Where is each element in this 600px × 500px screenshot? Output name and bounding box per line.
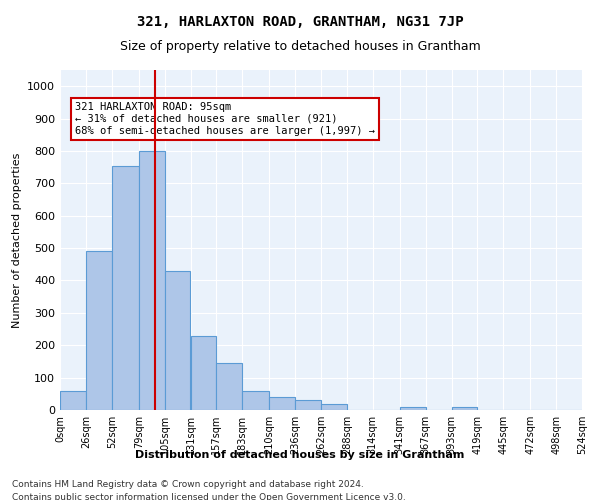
- Bar: [139, 151, 164, 410]
- Y-axis label: Number of detached properties: Number of detached properties: [11, 152, 22, 328]
- Bar: [191, 336, 217, 410]
- Bar: [60, 390, 86, 410]
- Text: 321, HARLAXTON ROAD, GRANTHAM, NG31 7JP: 321, HARLAXTON ROAD, GRANTHAM, NG31 7JP: [137, 15, 463, 29]
- Bar: [112, 166, 139, 410]
- Text: Contains HM Land Registry data © Crown copyright and database right 2024.: Contains HM Land Registry data © Crown c…: [12, 480, 364, 489]
- Text: Contains public sector information licensed under the Open Government Licence v3: Contains public sector information licen…: [12, 492, 406, 500]
- Bar: [164, 271, 190, 410]
- Bar: [452, 407, 478, 410]
- Bar: [295, 400, 321, 410]
- Bar: [321, 404, 347, 410]
- Bar: [86, 252, 112, 410]
- Bar: [217, 363, 242, 410]
- Bar: [242, 390, 269, 410]
- Text: Distribution of detached houses by size in Grantham: Distribution of detached houses by size …: [136, 450, 464, 460]
- Text: 321 HARLAXTON ROAD: 95sqm
← 31% of detached houses are smaller (921)
68% of semi: 321 HARLAXTON ROAD: 95sqm ← 31% of detac…: [75, 102, 375, 136]
- Text: Size of property relative to detached houses in Grantham: Size of property relative to detached ho…: [119, 40, 481, 53]
- Bar: [269, 397, 295, 410]
- Bar: [400, 407, 425, 410]
